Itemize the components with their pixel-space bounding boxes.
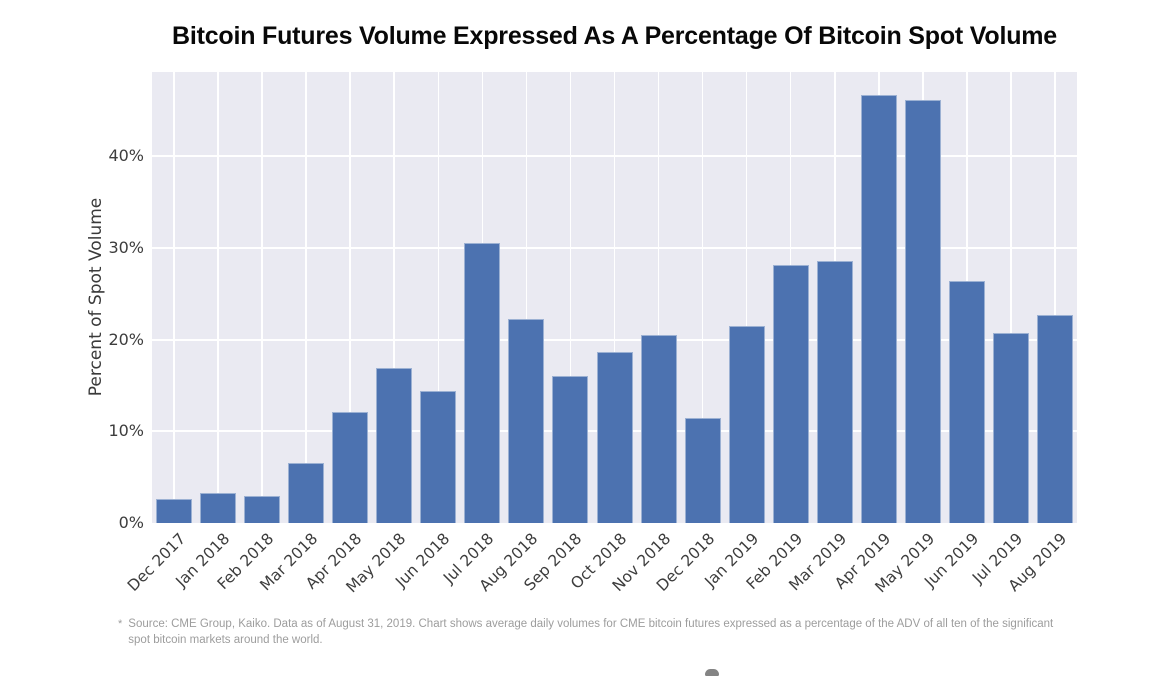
bar xyxy=(684,417,721,523)
y-tick-label: 40% xyxy=(108,146,144,166)
vertical-gridline xyxy=(745,72,748,523)
bar xyxy=(464,243,501,523)
bar xyxy=(728,325,765,523)
bar xyxy=(420,391,457,523)
vertical-gridline xyxy=(1010,72,1012,523)
bar xyxy=(156,499,193,523)
bar xyxy=(288,463,325,523)
bar xyxy=(376,368,413,523)
horizontal-gridline xyxy=(152,338,1077,341)
y-tick-label: 30% xyxy=(108,238,144,257)
footnote: * Source: CME Group, Kaiko. Data as of A… xyxy=(118,617,1068,648)
vertical-gridline xyxy=(349,72,351,523)
bar xyxy=(552,376,589,523)
vertical-gridline xyxy=(393,72,396,523)
bar xyxy=(244,496,281,523)
bar xyxy=(1036,314,1073,523)
plot-area xyxy=(152,72,1077,523)
bar xyxy=(200,492,237,523)
bar xyxy=(816,260,853,523)
x-axis: Dec 2017 Jan 2018 Feb 2018 Mar 2018 Apr 2018… xyxy=(124,523,1077,613)
vertical-gridline xyxy=(525,72,528,523)
bar xyxy=(508,318,545,523)
y-tick-label: 10% xyxy=(108,421,144,441)
vertical-gridline xyxy=(261,72,263,523)
chart-title: Bitcoin Futures Volume Expressed As A Pe… xyxy=(171,22,1058,50)
vertical-gridline xyxy=(305,72,307,523)
horizontal-gridline xyxy=(152,247,1077,249)
bar xyxy=(904,99,941,523)
bar xyxy=(992,333,1029,523)
vertical-gridline xyxy=(1054,72,1056,523)
y-tick-label: 0% xyxy=(118,513,144,532)
bar xyxy=(772,265,809,523)
bar xyxy=(640,335,677,523)
vertical-gridline xyxy=(569,72,572,523)
y-tick-label: 20% xyxy=(108,329,144,349)
bar xyxy=(332,412,369,523)
footnote-asterisk: * xyxy=(118,618,123,630)
vertical-gridline xyxy=(657,72,660,523)
vertical-gridline xyxy=(701,72,704,523)
horizontal-gridline xyxy=(152,155,1077,158)
bar xyxy=(596,351,633,523)
bar xyxy=(948,281,985,523)
vertical-gridline xyxy=(613,72,616,523)
footnote-text: Source: CME Group, Kaiko. Data as of Aug… xyxy=(128,618,1054,646)
y-axis: 0% 10% 20% 30% 40% xyxy=(0,72,144,531)
vertical-gridline xyxy=(217,72,219,523)
cropped-logo-artifact xyxy=(705,669,719,676)
bar xyxy=(860,94,897,523)
vertical-gridline xyxy=(437,72,440,523)
vertical-gridline xyxy=(173,72,175,523)
